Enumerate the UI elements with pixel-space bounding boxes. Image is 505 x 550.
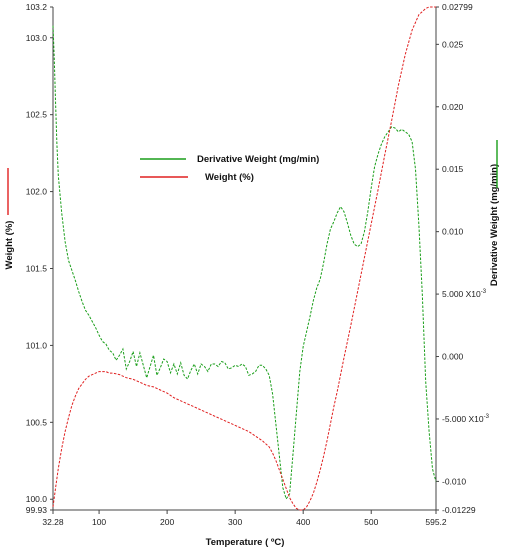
x-tick-label: 100	[92, 517, 106, 527]
x-tick-label: 200	[160, 517, 174, 527]
x-tick-label: 400	[296, 517, 310, 527]
axis-titles: Temperature ( ºC)Weight (%) Derivative We…	[4, 140, 500, 548]
y-right-tick-label: -5.000 X10-3	[442, 414, 490, 424]
y-left-tick-label: 103.2	[26, 2, 48, 12]
y-right-tick-label: 5.000 X10-3	[442, 289, 487, 299]
y-right-tick-label: 0.02799	[442, 2, 473, 12]
derivative-series-line	[52, 25, 437, 501]
y-left-tick-label: 103.0	[26, 33, 48, 43]
y-left-tick-label: 99.93	[26, 505, 48, 515]
legend-label: Weight (%)	[205, 172, 254, 183]
y-right-axis-title: Derivative Weight (mg/min)	[489, 164, 500, 286]
axes	[52, 7, 437, 511]
y-left-tick-label: 101.0	[26, 340, 48, 350]
x-tick-label: 500	[364, 517, 378, 527]
y-left-tick-label: 101.5	[26, 263, 48, 273]
y-right-tick-label: -0.01229	[442, 505, 476, 515]
y-left-tick-label: 100.5	[26, 417, 48, 427]
x-tick-label: 32.28	[42, 517, 64, 527]
y-right-tick-label: -0.010	[442, 476, 466, 486]
y-right-tick-label: 0.020	[442, 102, 464, 112]
x-axis-title: Temperature ( ºC)	[206, 537, 285, 548]
y-left-tick-label: 100.0	[26, 494, 48, 504]
legend: Derivative Weight (mg/min) Weight (%)	[140, 154, 319, 183]
x-tick-label: 595.2	[425, 517, 447, 527]
y-right-tick-label: 0.025	[442, 39, 464, 49]
x-tick-label: 300	[228, 517, 242, 527]
y-right-tick-label: 0.000	[442, 352, 464, 362]
y-left-tick-label: 102.0	[26, 187, 48, 197]
weight-series-line	[52, 6, 436, 511]
y-left-axis-title: Weight (%)	[4, 221, 15, 270]
y-right-tick-label: 0.010	[442, 227, 464, 237]
plot-area	[52, 6, 437, 511]
y-right-tick-label: 0.015	[442, 164, 464, 174]
legend-label: Derivative Weight (mg/min)	[197, 154, 319, 165]
y-left-tick-label: 102.5	[26, 110, 48, 120]
ticks: 32.28 100 200 300 400 500 595.2 103.2 103.0 102.5…	[26, 2, 490, 527]
